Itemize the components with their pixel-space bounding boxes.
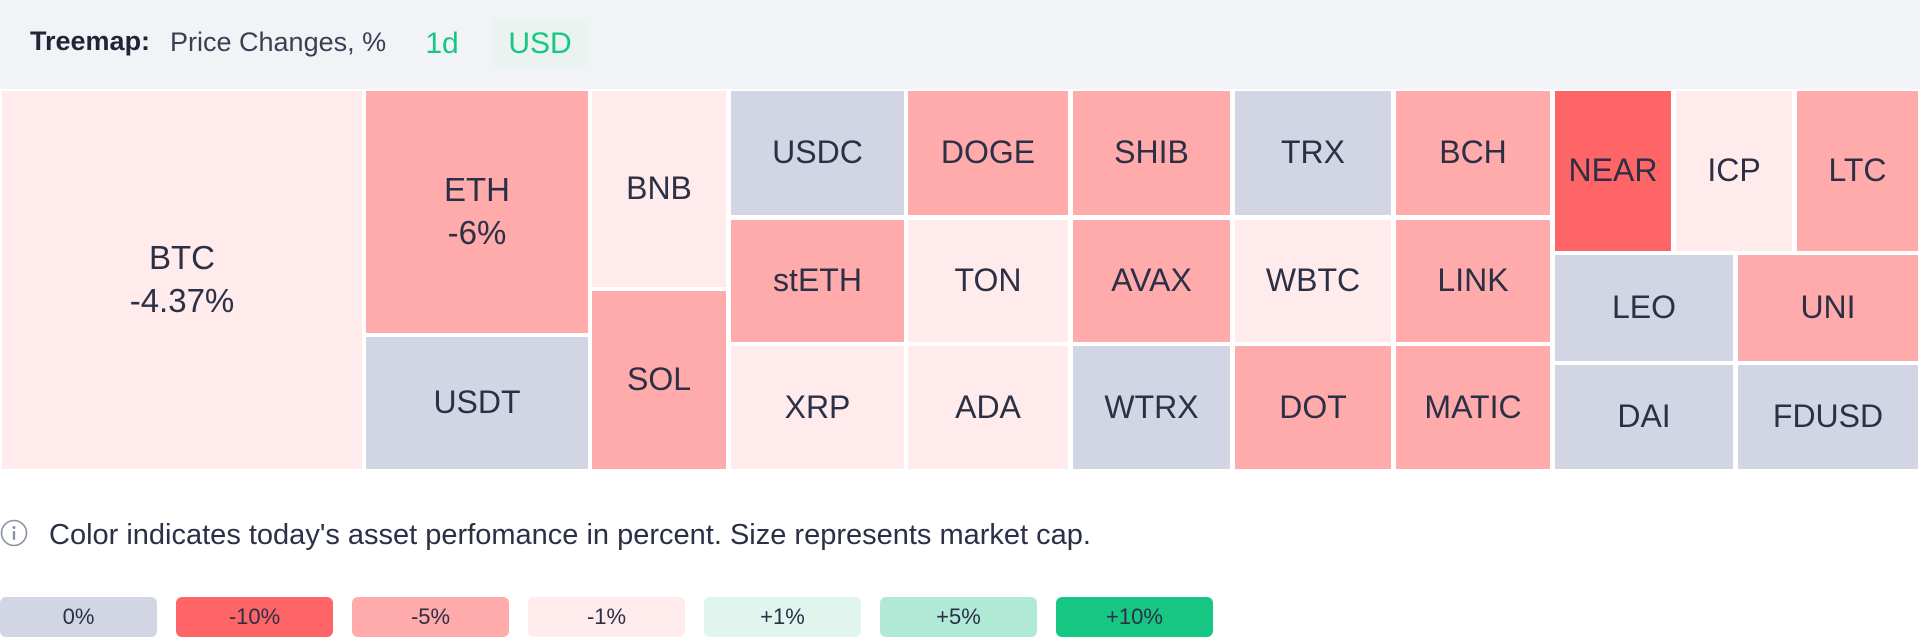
- period-selector[interactable]: 1d: [425, 27, 459, 60]
- treemap-tile-usdt[interactable]: USDT: [366, 337, 588, 469]
- tile-symbol: DAI: [1617, 398, 1671, 435]
- treemap-tile-ada[interactable]: ADA: [908, 346, 1068, 469]
- treemap-title: Treemap:: [30, 26, 151, 56]
- tile-symbol: SHIB: [1114, 134, 1189, 171]
- tile-symbol: NEAR: [1568, 152, 1658, 189]
- tile-symbol: DOT: [1279, 388, 1347, 425]
- metric-label[interactable]: Price Changes, %: [170, 27, 387, 57]
- treemap-tile-icp[interactable]: ICP: [1676, 91, 1792, 251]
- tile-symbol: LINK: [1437, 262, 1509, 299]
- treemap-tile-dot[interactable]: DOT: [1235, 346, 1391, 469]
- tile-symbol: WTRX: [1104, 388, 1199, 425]
- note-text: Color indicates today's asset perfomance…: [49, 519, 1091, 551]
- treemap: BTC -4.37% ETH -6% USDT BNB SOL USDC stE…: [0, 89, 1920, 469]
- treemap-tile-ltc[interactable]: LTC: [1797, 91, 1918, 251]
- treemap-tile-steth[interactable]: stETH: [731, 220, 904, 342]
- treemap-tile-matic[interactable]: MATIC: [1396, 346, 1550, 469]
- treemap-tile-leo[interactable]: LEO: [1555, 255, 1733, 361]
- tile-symbol: DOGE: [940, 134, 1036, 171]
- tile-symbol: LTC: [1828, 152, 1887, 189]
- treemap-tile-avax[interactable]: AVAX: [1073, 220, 1230, 342]
- tile-symbol: USDC: [772, 134, 863, 171]
- treemap-tile-bnb[interactable]: BNB: [592, 91, 726, 287]
- legend-chip-neg10: -10%: [176, 597, 333, 637]
- treemap-header: Treemap: Price Changes, % 1d USD: [0, 0, 1920, 89]
- tile-symbol: WBTC: [1265, 262, 1361, 299]
- legend-chip-pos5: +5%: [880, 597, 1037, 637]
- treemap-tile-link[interactable]: LINK: [1396, 220, 1550, 342]
- treemap-tile-near[interactable]: NEAR: [1555, 91, 1671, 251]
- tile-symbol: BTC: [149, 239, 215, 277]
- tile-symbol: UNI: [1800, 289, 1856, 326]
- tile-symbol: ICP: [1707, 152, 1761, 189]
- tile-symbol: MATIC: [1424, 388, 1522, 425]
- tile-symbol: TRX: [1281, 134, 1345, 171]
- tile-symbol: BNB: [626, 170, 692, 207]
- treemap-tile-btc[interactable]: BTC -4.37%: [2, 91, 362, 469]
- treemap-tile-uni[interactable]: UNI: [1738, 255, 1918, 361]
- treemap-tile-eth[interactable]: ETH -6%: [366, 91, 588, 333]
- legend-chip-0: 0%: [0, 597, 157, 637]
- tile-symbol: SOL: [626, 361, 692, 398]
- treemap-tile-wtrx[interactable]: WTRX: [1073, 346, 1230, 469]
- treemap-tile-usdc[interactable]: USDC: [731, 91, 904, 215]
- tile-symbol: AVAX: [1111, 262, 1192, 299]
- treemap-tile-wbtc[interactable]: WBTC: [1235, 220, 1391, 342]
- tile-change: -6%: [447, 214, 507, 251]
- tile-symbol: ADA: [955, 388, 1021, 425]
- treemap-tile-doge[interactable]: DOGE: [908, 91, 1068, 215]
- treemap-tile-ton[interactable]: TON: [908, 220, 1068, 342]
- legend-chip-neg5: -5%: [352, 597, 509, 637]
- tile-symbol: ETH: [444, 171, 510, 209]
- treemap-tile-bch[interactable]: BCH: [1396, 91, 1550, 215]
- treemap-tile-dai[interactable]: DAI: [1555, 365, 1733, 469]
- tile-symbol: BCH: [1439, 134, 1507, 171]
- treemap-tile-shib[interactable]: SHIB: [1073, 91, 1230, 215]
- treemap-tile-fdusd[interactable]: FDUSD: [1738, 365, 1918, 469]
- treemap-tile-sol[interactable]: SOL: [592, 291, 726, 469]
- tile-symbol: LEO: [1611, 289, 1677, 326]
- treemap-tile-xrp[interactable]: XRP: [731, 346, 904, 469]
- legend-chip-pos1: +1%: [704, 597, 861, 637]
- tile-symbol: USDT: [433, 384, 521, 421]
- legend-chip-pos10: +10%: [1056, 597, 1213, 637]
- tile-change: -4.37%: [129, 282, 235, 319]
- tile-symbol: XRP: [784, 388, 851, 425]
- info-icon: [0, 519, 28, 547]
- tile-symbol: FDUSD: [1772, 398, 1884, 435]
- tile-symbol: stETH: [773, 262, 862, 299]
- legend-chip-neg1: -1%: [528, 597, 685, 637]
- treemap-tile-trx[interactable]: TRX: [1235, 91, 1391, 215]
- tile-symbol: TON: [954, 262, 1022, 299]
- currency-selector[interactable]: USD: [492, 18, 588, 70]
